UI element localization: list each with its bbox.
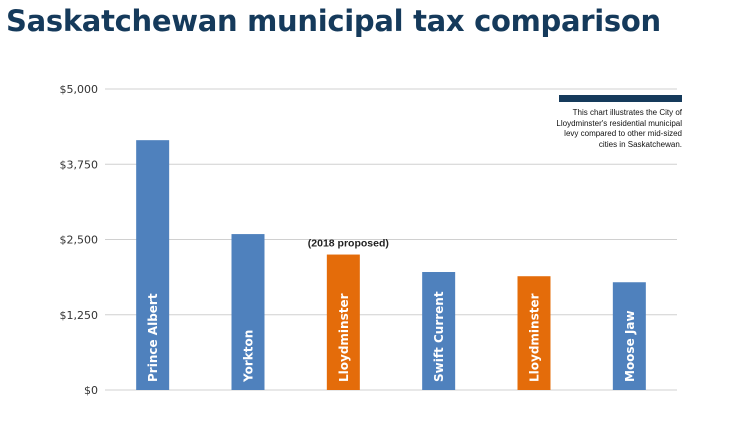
bar: [612, 282, 646, 390]
bar-category-label: Lloydminster: [337, 293, 351, 382]
bar: [326, 254, 360, 390]
y-tick-label: $3,750: [60, 158, 99, 171]
y-tick-label: $2,500: [60, 234, 99, 247]
bar-category-label: Lloydminster: [528, 293, 542, 382]
bar: [231, 234, 265, 390]
bar-category-label: Yorkton: [242, 330, 256, 383]
note-accent-bar: [559, 95, 682, 102]
bar-category-label: Prince Albert: [146, 293, 160, 382]
bar-category-label: Swift Current: [432, 291, 446, 382]
bar: [517, 276, 551, 390]
bar-labels: Prince Albert Yorkton Lloydminster Swift Cu…: [146, 291, 637, 383]
bar: [136, 140, 170, 390]
gridlines: [105, 88, 677, 391]
page-title: Saskatchewan municipal tax comparison: [6, 4, 661, 38]
y-tick-label: $5,000: [60, 83, 99, 96]
chart-note: This chart illustrates the City of Lloyd…: [556, 108, 682, 149]
bars: [136, 140, 646, 390]
y-tick-label: $1,250: [60, 309, 99, 322]
bar: [422, 272, 456, 390]
y-tick-label: $0: [84, 384, 98, 397]
bar-category-label: Moose Jaw: [623, 310, 637, 382]
y-axis-tick-labels: $0 $1,250 $2,500 $3,750 $5,000: [60, 83, 99, 397]
annotations: (2018 proposed): [308, 238, 389, 250]
bar-annotation: (2018 proposed): [308, 238, 389, 250]
